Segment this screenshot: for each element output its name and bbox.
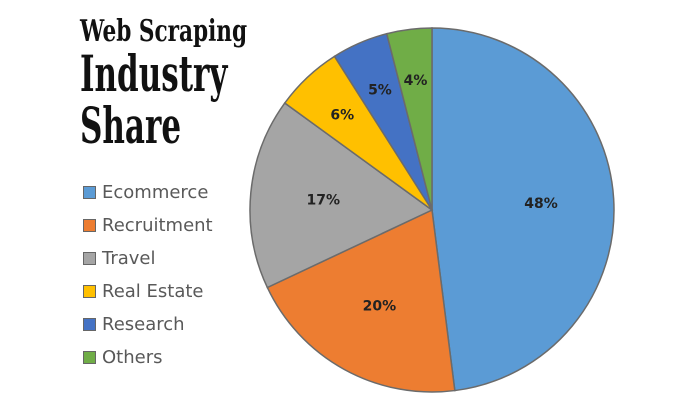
legend-swatch	[83, 219, 96, 232]
data-label-ecommerce: 48%	[524, 196, 558, 212]
legend-swatch	[83, 285, 96, 298]
legend-swatch	[83, 318, 96, 331]
legend-label: Research	[102, 314, 185, 335]
legend-swatch	[83, 186, 96, 199]
legend-item: Research	[83, 308, 213, 341]
legend-item: Others	[83, 341, 213, 374]
legend-label: Others	[102, 347, 163, 368]
data-label-research: 5%	[368, 83, 392, 99]
chart-title-line-1: Web Scraping	[80, 14, 248, 49]
pie-slice-recruitment	[266, 208, 456, 393]
legend-swatch	[83, 252, 96, 265]
legend-item: Travel	[83, 242, 213, 275]
data-label-real-estate: 6%	[330, 107, 354, 123]
chart-title-line-3: Share	[80, 96, 182, 155]
pie-slice-travel	[249, 101, 434, 289]
legend-item: Recruitment	[83, 209, 213, 242]
legend-item: Ecommerce	[83, 176, 213, 209]
pie-slice-ecommerce	[431, 27, 615, 392]
legend: Ecommerce Recruitment Travel Real Estate Res…	[83, 176, 213, 374]
legend-label: Ecommerce	[102, 182, 209, 203]
data-label-recruitment: 20%	[363, 299, 397, 315]
legend-label: Recruitment	[102, 215, 213, 236]
chart-title-line-2: Industry	[80, 44, 228, 103]
legend-label: Real Estate	[102, 281, 204, 302]
legend-swatch	[83, 351, 96, 364]
data-label-others: 4%	[404, 73, 428, 89]
legend-item: Real Estate	[83, 275, 213, 308]
legend-label: Travel	[102, 248, 156, 269]
pie-slice-others	[385, 27, 433, 211]
data-label-travel: 17%	[307, 193, 341, 209]
